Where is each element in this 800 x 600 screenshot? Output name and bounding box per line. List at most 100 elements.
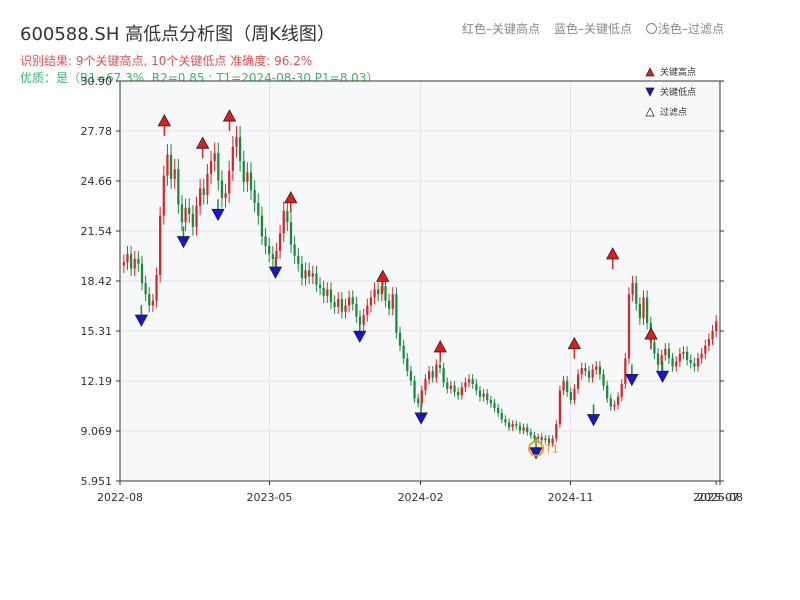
x-tick-label: 2024-11: [548, 491, 594, 504]
candle-body: [598, 366, 602, 375]
candle-body: [377, 289, 380, 295]
candle-body: [289, 222, 293, 245]
candle-body: [271, 254, 274, 259]
candle-body: [580, 367, 583, 375]
candle-body: [715, 321, 718, 332]
candle-body: [173, 169, 176, 179]
candle-body: [235, 137, 238, 147]
candle-body: [129, 254, 133, 269]
candle-body: [344, 305, 347, 312]
candle-body: [188, 207, 191, 215]
candle-body: [660, 355, 663, 365]
candle-body: [438, 364, 442, 368]
candle-body: [504, 419, 507, 423]
candle-body: [427, 371, 431, 380]
key-high-marker: [284, 191, 298, 204]
candle-body: [206, 173, 209, 195]
candle-body: [278, 233, 282, 251]
candle-body: [318, 284, 322, 288]
candle-body: [155, 274, 158, 301]
candle-body: [358, 316, 362, 325]
candle-body: [685, 351, 689, 360]
candle-body: [329, 289, 333, 303]
color-key-caption: 红色–关键高点 蓝色–关键低点 浅色–过滤点: [462, 20, 724, 37]
key-high-marker: [433, 340, 447, 353]
candle-body: [569, 392, 572, 401]
candle-body: [417, 398, 420, 404]
candle-body: [435, 364, 438, 378]
candle-body: [711, 331, 714, 340]
candle-body: [406, 358, 409, 372]
candle-body: [471, 379, 474, 385]
candle-body: [166, 154, 169, 176]
candle-body: [547, 438, 551, 444]
candle-body: [689, 359, 692, 364]
candle-body: [297, 255, 300, 264]
candle-body: [282, 210, 285, 234]
candle-body: [140, 263, 144, 284]
candle-body: [180, 204, 184, 223]
candle-body: [220, 180, 224, 199]
candle-body: [249, 172, 253, 191]
axes: 5.951 9.069 12.19 15.31 18.42 21.54 24.66 27.78…: [81, 75, 743, 504]
candle-body: [398, 332, 402, 346]
candle-body: [522, 427, 525, 431]
candle-body: [151, 300, 155, 306]
candle-body: [616, 396, 620, 405]
candle-body: [489, 400, 492, 404]
candle-body: [671, 358, 674, 367]
candle-body: [460, 387, 463, 396]
candle-body: [511, 424, 514, 428]
legend-label: 过滤点: [660, 106, 687, 118]
candle-body: [566, 380, 569, 393]
candle-body: [373, 289, 376, 298]
candle-body: [391, 294, 394, 309]
candle-body: [486, 393, 489, 401]
candle-body: [369, 297, 373, 306]
candle-body: [558, 390, 562, 425]
candle-body: [529, 432, 532, 436]
legend-label: 关键高点: [660, 66, 696, 78]
key-high-marker: [644, 327, 658, 340]
candle-body: [384, 286, 387, 301]
candle-body: [515, 424, 518, 426]
key-low-marker: [625, 373, 639, 387]
candles: [122, 126, 718, 447]
candle-body: [380, 286, 383, 295]
result-summary: 识别结果: 9个关键高点, 10个关键低点 准确度: 96.2%: [20, 54, 313, 68]
color-key-blue: 蓝色–关键低点: [554, 22, 633, 36]
candle-body: [402, 345, 405, 359]
candle-body: [228, 170, 231, 194]
y-tick-label: 30.90: [81, 75, 113, 88]
x-tick-label: 2022-08: [97, 491, 143, 504]
candle-body: [613, 404, 616, 407]
key-low-marker: [176, 236, 191, 249]
candle-body: [620, 384, 623, 397]
candle-body: [184, 207, 187, 223]
candle-body: [159, 215, 162, 275]
y-tick-label: 27.78: [81, 125, 113, 138]
candle-body: [253, 190, 256, 203]
candle-body: [609, 398, 612, 407]
candle-body: [126, 254, 129, 263]
y-tick-label: 24.66: [81, 175, 113, 188]
key-high-marker: [606, 247, 620, 260]
candle-body: [464, 382, 467, 388]
legend-high-icon: [645, 67, 655, 77]
key-low-marker: [586, 414, 601, 427]
candle-body: [442, 367, 445, 383]
key-high-marker: [222, 109, 237, 122]
candle-body: [453, 385, 456, 393]
y-tick-label: 21.54: [81, 225, 113, 238]
candle-body: [177, 169, 180, 205]
candle-body: [595, 366, 598, 370]
candle-body: [231, 146, 234, 171]
candle-body: [497, 408, 500, 413]
candle-body: [493, 403, 496, 409]
candle-body: [213, 153, 216, 162]
candle-body: [635, 283, 638, 304]
y-tick-label: 18.42: [81, 275, 113, 288]
candle-body: [340, 299, 343, 312]
